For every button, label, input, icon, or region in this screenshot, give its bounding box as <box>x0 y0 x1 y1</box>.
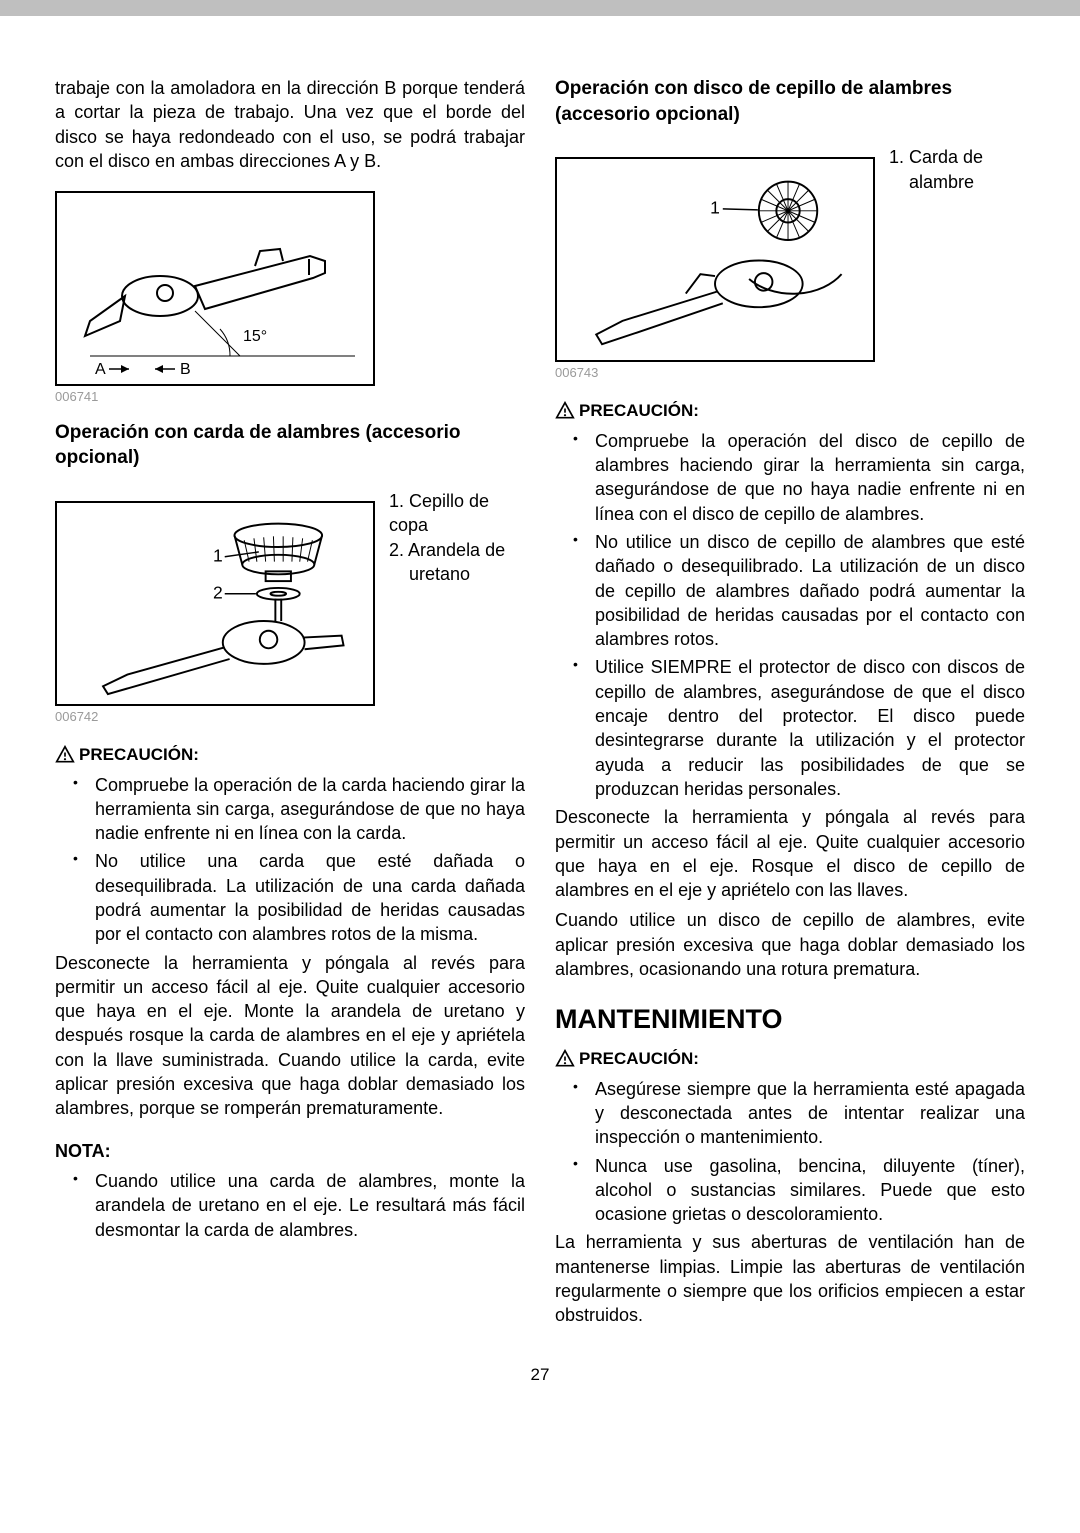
disco-legend-1: 1. Carda de <box>889 145 983 169</box>
page-content: trabaje con la amoladora en la dirección… <box>0 76 1080 1427</box>
disco-precaucion-text: PRECAUCIÓN: <box>579 400 699 423</box>
list-item: No utilice una carda que esté dañada o d… <box>55 849 525 946</box>
disco-para1: Desconecte la herramienta y póngala al r… <box>555 805 1025 902</box>
callout-2: 2 <box>213 583 223 603</box>
angle-label: 15° <box>243 328 267 345</box>
disco-precaucion-label: PRECAUCIÓN: <box>555 400 1025 423</box>
carda-svg: 1 2 <box>65 511 365 696</box>
list-item: Cuando utilice una carda de alambres, mo… <box>55 1169 525 1242</box>
list-item: Compruebe la operación del disco de cepi… <box>555 429 1025 526</box>
carda-heading: Operación con carda de alambres (accesor… <box>55 420 525 471</box>
intro-paragraph: trabaje con la amoladora en la dirección… <box>55 76 525 173</box>
list-item: Nunca use gasolina, bencina, diluyente (… <box>555 1154 1025 1227</box>
warning-icon <box>555 1049 575 1069</box>
mant-para: La herramienta y sus aberturas de ventil… <box>555 1230 1025 1327</box>
label-a: A <box>95 361 106 376</box>
two-column-layout: trabaje con la amoladora en la dirección… <box>55 76 1025 1334</box>
disco-legend-1b: alambre <box>889 170 983 194</box>
list-item: Compruebe la operación de la carda hacie… <box>55 773 525 846</box>
figure-grinder-angle: 15° A B <box>55 191 375 386</box>
grinder-angle-svg: 15° A B <box>65 201 365 376</box>
figure-carda: 1 2 <box>55 501 375 706</box>
warning-icon <box>55 745 75 765</box>
warning-icon <box>555 401 575 421</box>
label-b: B <box>180 361 191 376</box>
disco-heading: Operación con disco de cepillo de alambr… <box>555 76 1025 127</box>
figure-carda-row: 1 2 006742 1. Cepillo de copa 2. Arandel… <box>55 483 525 740</box>
callout-1: 1 <box>710 198 720 218</box>
carda-legend-2b: uretano <box>389 562 525 586</box>
page-number: 27 <box>55 1364 1025 1387</box>
mant-bullets: Asegúrese siempre que la herramienta est… <box>555 1077 1025 1227</box>
carda-legend-2: 2. Arandela de <box>389 538 525 562</box>
left-column: trabaje con la amoladora en la dirección… <box>55 76 525 1334</box>
disco-para2: Cuando utilice un disco de cepillo de al… <box>555 908 1025 981</box>
figure1-code: 006741 <box>55 388 525 406</box>
figure-carda-code: 006742 <box>55 708 375 726</box>
carda-bullets: Compruebe la operación de la carda hacie… <box>55 773 525 947</box>
list-item: No utilice un disco de cepillo de alambr… <box>555 530 1025 651</box>
figure-disco: 1 <box>555 157 875 362</box>
carda-para: Desconecte la herramienta y póngala al r… <box>55 951 525 1121</box>
disco-legend: 1. Carda de alambre <box>889 139 983 194</box>
mant-precaucion-text: PRECAUCIÓN: <box>579 1048 699 1071</box>
figure-disco-code: 006743 <box>555 364 875 382</box>
carda-precaucion-text: PRECAUCIÓN: <box>79 744 199 767</box>
figure-disco-row: 1 006743 1. Carda de alambre <box>555 139 1025 396</box>
disco-bullets: Compruebe la operación del disco de cepi… <box>555 429 1025 801</box>
mantenimiento-heading: MANTENIMIENTO <box>555 1001 1025 1037</box>
callout-1: 1 <box>213 546 223 566</box>
carda-legend-1: 1. Cepillo de copa <box>389 489 525 538</box>
right-column: Operación con disco de cepillo de alambr… <box>555 76 1025 1334</box>
mant-precaucion-label: PRECAUCIÓN: <box>555 1048 1025 1071</box>
nota-label: NOTA: <box>55 1139 525 1163</box>
header-bar <box>0 0 1080 16</box>
list-item: Asegúrese siempre que la herramienta est… <box>555 1077 1025 1150</box>
carda-precaucion-label: PRECAUCIÓN: <box>55 744 525 767</box>
disco-svg: 1 <box>565 167 865 352</box>
nota-bullets: Cuando utilice una carda de alambres, mo… <box>55 1169 525 1242</box>
carda-legend: 1. Cepillo de copa 2. Arandela de uretan… <box>389 483 525 586</box>
list-item: Utilice SIEMPRE el protector de disco co… <box>555 655 1025 801</box>
